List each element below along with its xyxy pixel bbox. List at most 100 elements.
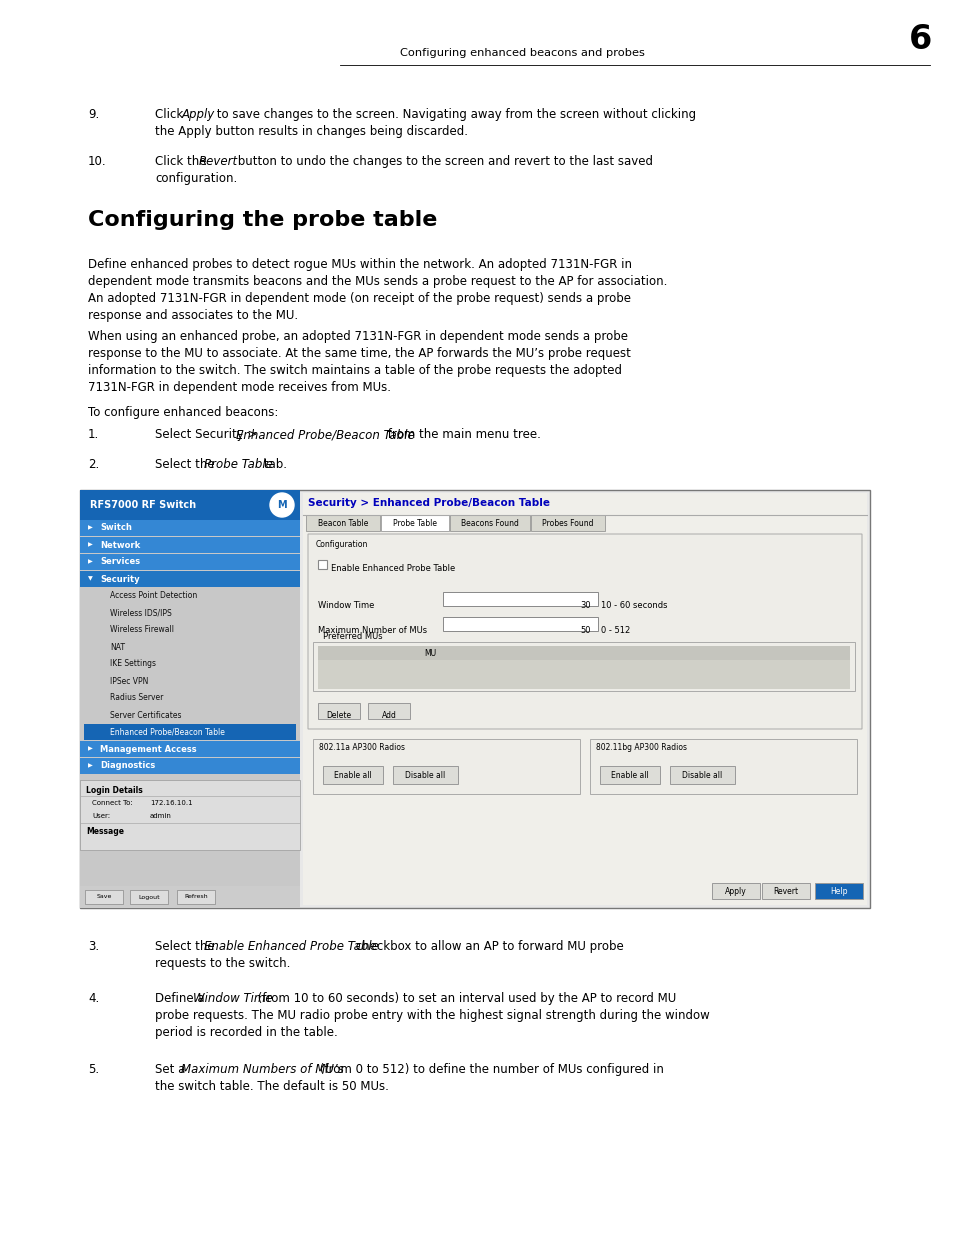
Bar bbox=[84, 724, 295, 740]
Text: Access Point Detection: Access Point Detection bbox=[110, 592, 197, 600]
Text: 2.: 2. bbox=[88, 458, 99, 471]
Text: button to undo the changes to the screen and revert to the last saved: button to undo the changes to the screen… bbox=[233, 156, 652, 168]
Text: Logout: Logout bbox=[138, 894, 160, 899]
Text: 30: 30 bbox=[579, 601, 590, 610]
Text: 10 - 60 seconds: 10 - 60 seconds bbox=[600, 601, 667, 610]
Bar bbox=[589, 739, 856, 794]
Circle shape bbox=[270, 493, 294, 517]
Text: Save: Save bbox=[96, 894, 112, 899]
Text: configuration.: configuration. bbox=[154, 172, 237, 185]
Text: Wireless IDS/IPS: Wireless IDS/IPS bbox=[110, 609, 172, 618]
Text: 4.: 4. bbox=[88, 992, 99, 1005]
Text: Add: Add bbox=[381, 711, 396, 720]
Bar bbox=[317, 646, 849, 659]
Bar bbox=[442, 618, 598, 631]
Text: requests to the switch.: requests to the switch. bbox=[154, 957, 290, 969]
Text: MU: MU bbox=[423, 648, 436, 657]
Bar bbox=[80, 885, 299, 908]
Text: Window Time: Window Time bbox=[193, 992, 273, 1005]
Text: Switch: Switch bbox=[100, 524, 132, 532]
Bar bbox=[80, 758, 299, 774]
Text: Security: Security bbox=[100, 574, 139, 583]
Bar bbox=[711, 883, 760, 899]
Text: (from 0 to 512) to define the number of MUs configured in: (from 0 to 512) to define the number of … bbox=[315, 1063, 663, 1076]
Text: Preferred MUs: Preferred MUs bbox=[323, 632, 382, 641]
Text: 50: 50 bbox=[579, 626, 590, 635]
Text: Login Details: Login Details bbox=[86, 785, 143, 795]
Text: 0 - 512: 0 - 512 bbox=[600, 626, 630, 635]
Bar bbox=[814, 883, 862, 899]
Bar bbox=[80, 555, 299, 571]
Text: Radius Server: Radius Server bbox=[110, 694, 163, 703]
Text: When using an enhanced probe, an adopted 7131N-FGR in dependent mode sends a pro: When using an enhanced probe, an adopted… bbox=[88, 330, 627, 343]
Text: Beacon Table: Beacon Table bbox=[317, 519, 368, 527]
Bar bbox=[80, 490, 299, 908]
Text: the Apply button results in changes being discarded.: the Apply button results in changes bein… bbox=[154, 125, 468, 138]
Text: ▶: ▶ bbox=[88, 526, 92, 531]
Bar bbox=[317, 703, 359, 719]
Bar bbox=[80, 741, 299, 757]
Bar bbox=[306, 515, 379, 531]
Text: RFS7000 RF Switch: RFS7000 RF Switch bbox=[90, 500, 196, 510]
Text: 3.: 3. bbox=[88, 940, 99, 953]
Text: from the main menu tree.: from the main menu tree. bbox=[384, 429, 540, 441]
Text: checkbox to allow an AP to forward MU probe: checkbox to allow an AP to forward MU pr… bbox=[352, 940, 623, 953]
Text: Delete: Delete bbox=[326, 711, 352, 720]
Text: 1.: 1. bbox=[88, 429, 99, 441]
Text: 802.11bg AP300 Radios: 802.11bg AP300 Radios bbox=[596, 743, 686, 752]
Text: M: M bbox=[277, 500, 287, 510]
Bar bbox=[313, 739, 579, 794]
Text: Network: Network bbox=[100, 541, 140, 550]
Text: Apply: Apply bbox=[724, 887, 746, 895]
Text: Enable all: Enable all bbox=[611, 771, 648, 779]
Bar bbox=[761, 883, 809, 899]
Text: 172.16.10.1: 172.16.10.1 bbox=[150, 800, 193, 806]
Text: Apply: Apply bbox=[182, 107, 215, 121]
Text: 6: 6 bbox=[908, 23, 931, 56]
Text: Enable Enhanced Probe Table: Enable Enhanced Probe Table bbox=[331, 564, 455, 573]
Text: Probe Table: Probe Table bbox=[393, 519, 436, 527]
Text: Message: Message bbox=[86, 827, 124, 836]
Bar bbox=[80, 571, 299, 587]
Bar bbox=[80, 490, 299, 520]
Text: ▼: ▼ bbox=[88, 577, 92, 582]
Text: Configuring enhanced beacons and probes: Configuring enhanced beacons and probes bbox=[399, 48, 644, 58]
Text: Revert: Revert bbox=[199, 156, 238, 168]
Text: Configuring the probe table: Configuring the probe table bbox=[88, 210, 436, 230]
Bar bbox=[393, 766, 457, 784]
FancyBboxPatch shape bbox=[308, 534, 862, 729]
Text: Enable Enhanced Probe Table: Enable Enhanced Probe Table bbox=[204, 940, 378, 953]
Bar bbox=[442, 592, 598, 606]
Text: Disable all: Disable all bbox=[404, 771, 445, 779]
Bar bbox=[450, 515, 530, 531]
Bar bbox=[317, 559, 327, 569]
Text: Select the: Select the bbox=[154, 940, 218, 953]
Text: User:: User: bbox=[91, 813, 110, 819]
Bar bbox=[669, 766, 734, 784]
Bar bbox=[323, 766, 382, 784]
Text: Probes Found: Probes Found bbox=[541, 519, 593, 527]
Text: Configuration: Configuration bbox=[315, 540, 368, 550]
Bar bbox=[80, 781, 299, 850]
Text: IKE Settings: IKE Settings bbox=[110, 659, 156, 668]
Text: Security > Enhanced Probe/Beacon Table: Security > Enhanced Probe/Beacon Table bbox=[308, 498, 550, 508]
Text: probe requests. The MU radio probe entry with the highest signal strength during: probe requests. The MU radio probe entry… bbox=[154, 1009, 709, 1023]
Bar bbox=[80, 537, 299, 553]
Text: Diagnostics: Diagnostics bbox=[100, 762, 155, 771]
Bar bbox=[85, 890, 123, 904]
Text: To configure enhanced beacons:: To configure enhanced beacons: bbox=[88, 406, 278, 419]
Text: the switch table. The default is 50 MUs.: the switch table. The default is 50 MUs. bbox=[154, 1079, 389, 1093]
Text: Define a: Define a bbox=[154, 992, 208, 1005]
Text: Click the: Click the bbox=[154, 156, 210, 168]
Bar bbox=[380, 515, 449, 531]
Text: ▶: ▶ bbox=[88, 542, 92, 547]
Text: Help: Help bbox=[829, 887, 847, 895]
Text: Maximum Numbers of MU’s: Maximum Numbers of MU’s bbox=[181, 1063, 343, 1076]
Text: Select Security >: Select Security > bbox=[154, 429, 261, 441]
Bar bbox=[317, 659, 849, 689]
Text: Probe Table: Probe Table bbox=[204, 458, 273, 471]
Text: 9.: 9. bbox=[88, 107, 99, 121]
Text: ▶: ▶ bbox=[88, 746, 92, 752]
Text: Management Access: Management Access bbox=[100, 745, 196, 753]
Bar bbox=[531, 515, 604, 531]
